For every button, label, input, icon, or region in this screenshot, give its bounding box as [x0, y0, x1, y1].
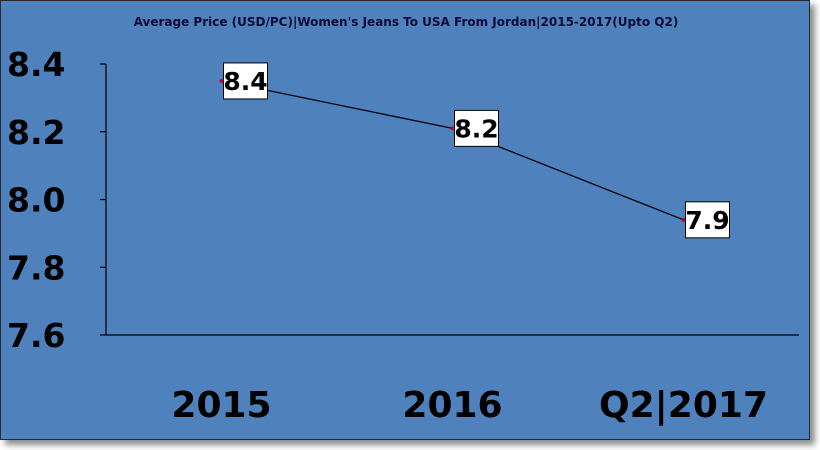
data-label-box: [685, 201, 730, 239]
data-label: 8.2: [454, 109, 499, 147]
data-point: [450, 126, 455, 131]
data-label-box: [223, 62, 268, 100]
axes: [100, 63, 799, 336]
data-label-text: 7.9: [685, 206, 729, 235]
series-line: [221, 80, 684, 221]
chart-title: Average Price (USD/PC)|Women's Jeans To …: [133, 15, 679, 29]
y-tick-label: 8.4: [7, 45, 65, 84]
x-tick-label: 2015: [171, 385, 271, 426]
y-tick-label: 8.0: [7, 181, 65, 220]
data-label: 7.9: [685, 201, 730, 239]
data-label-text: 8.4: [223, 67, 267, 96]
x-tick-label: 2016: [402, 385, 502, 426]
data-label-text: 8.2: [454, 114, 498, 143]
series: [219, 78, 686, 222]
x-tick-label: Q2|2017: [599, 385, 768, 426]
y-tick-label: 7.8: [7, 248, 65, 287]
y-tick-labels: 7.6 7.8 8.0 8.2 8.4: [7, 45, 65, 355]
y-tick-label: 7.6: [7, 316, 65, 355]
data-label: 8.4: [223, 62, 268, 100]
data-point: [219, 78, 224, 83]
x-tick-labels: 2015 2016 Q2|2017: [171, 385, 768, 426]
line-chart: 7.67.88.08.28.4 2015 2016 Q2|2017 8.48.27.…: [7, 45, 799, 426]
data-point: [681, 217, 686, 222]
chart-frame: Average Price (USD/PC)|Women's Jeans To …: [0, 0, 810, 440]
data-label-box: [454, 109, 499, 147]
y-tick-label: 8.2: [7, 113, 65, 152]
data-labels: 8.4 8.2 7.9: [223, 62, 730, 239]
